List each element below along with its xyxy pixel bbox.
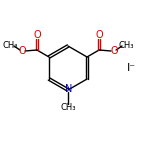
Text: I⁻: I⁻ bbox=[126, 63, 136, 73]
Text: O: O bbox=[95, 30, 103, 40]
Text: O: O bbox=[110, 46, 118, 56]
Text: O: O bbox=[33, 30, 41, 40]
Text: CH₃: CH₃ bbox=[2, 40, 18, 50]
Text: CH₃: CH₃ bbox=[60, 103, 76, 112]
Text: O: O bbox=[18, 46, 26, 56]
Text: CH₃: CH₃ bbox=[118, 40, 134, 50]
Text: N: N bbox=[65, 84, 72, 94]
